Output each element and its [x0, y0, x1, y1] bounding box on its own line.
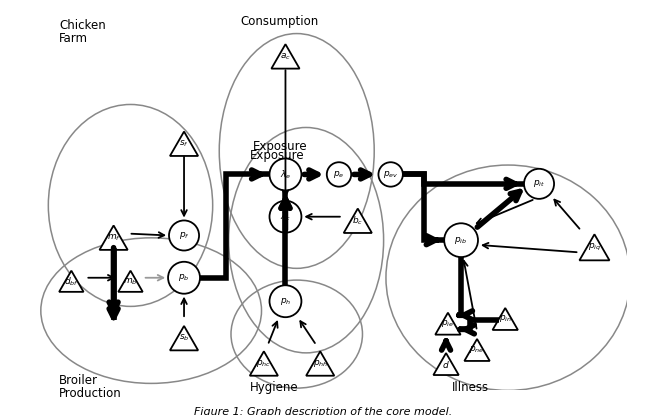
Polygon shape [344, 209, 372, 233]
Text: $d_{bf}$: $d_{bf}$ [64, 275, 79, 288]
Text: $\lambda_e$: $\lambda_e$ [280, 168, 291, 181]
Polygon shape [170, 132, 198, 156]
Text: $p_b$: $p_b$ [179, 272, 190, 283]
Text: $p_{ie}$: $p_{ie}$ [441, 318, 454, 329]
Text: Illness: Illness [452, 381, 489, 394]
Text: Broiler: Broiler [59, 374, 98, 388]
Circle shape [168, 262, 200, 294]
Text: $p_{in}$: $p_{in}$ [499, 313, 512, 325]
Text: Hygiene: Hygiene [250, 381, 298, 394]
Circle shape [270, 201, 302, 233]
Text: Figure 1: Graph description of the core model.: Figure 1: Graph description of the core … [194, 408, 453, 415]
Polygon shape [118, 271, 143, 292]
Text: $p_{iq}$: $p_{iq}$ [587, 242, 601, 253]
Text: $p_f$: $p_f$ [179, 230, 190, 241]
Text: $m_f$: $m_f$ [107, 232, 120, 243]
Text: $s_f$: $s_f$ [179, 139, 189, 149]
Text: $p_{ib}$: $p_{ib}$ [454, 234, 468, 246]
Text: $a_c$: $a_c$ [280, 51, 291, 62]
Text: $d$: $d$ [442, 359, 450, 369]
Text: Exposure: Exposure [250, 149, 304, 162]
Text: $p_h$: $p_h$ [280, 296, 291, 307]
Circle shape [327, 162, 351, 187]
Text: $p_e$: $p_e$ [333, 169, 345, 180]
Text: $p_{ne}$: $p_{ne}$ [469, 344, 485, 356]
Circle shape [270, 159, 302, 190]
Polygon shape [250, 352, 278, 376]
Text: $p_{hh}$: $p_{hh}$ [313, 358, 328, 369]
Polygon shape [492, 308, 518, 330]
Circle shape [169, 220, 199, 251]
Polygon shape [465, 339, 490, 361]
Polygon shape [435, 312, 461, 334]
Circle shape [378, 162, 403, 187]
Circle shape [524, 169, 554, 199]
Text: Production: Production [59, 387, 122, 400]
Polygon shape [100, 225, 127, 250]
Polygon shape [306, 352, 334, 376]
Text: $p_{it}$: $p_{it}$ [533, 178, 545, 189]
Polygon shape [433, 353, 459, 375]
Text: $p_{hc}$: $p_{hc}$ [256, 358, 272, 369]
Text: Farm: Farm [59, 32, 88, 45]
Polygon shape [271, 44, 300, 68]
Text: $\lambda_c$: $\lambda_c$ [280, 210, 291, 223]
Text: Exposure: Exposure [252, 140, 307, 153]
Text: $s_b$: $s_b$ [179, 333, 190, 344]
Text: $b_c$: $b_c$ [352, 215, 364, 227]
Text: Chicken: Chicken [59, 20, 106, 32]
Polygon shape [59, 271, 83, 292]
Polygon shape [170, 326, 198, 350]
Circle shape [444, 223, 478, 257]
Text: $m_b$: $m_b$ [123, 276, 138, 286]
Circle shape [270, 285, 302, 317]
Text: Consumption: Consumption [241, 15, 318, 28]
Text: $p_{ev}$: $p_{ev}$ [383, 169, 399, 180]
Polygon shape [580, 234, 609, 260]
